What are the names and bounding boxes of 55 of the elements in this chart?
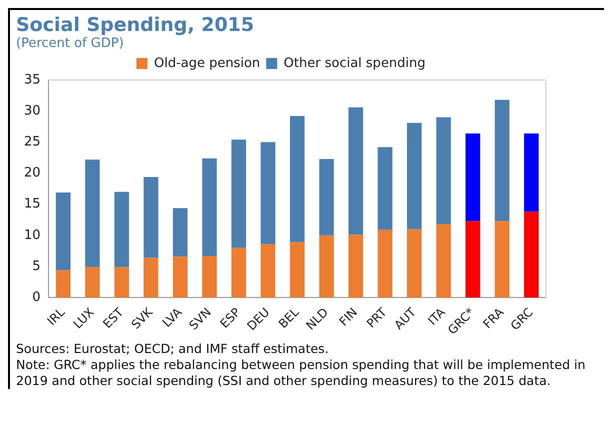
x-tick-label: FRA	[480, 304, 507, 332]
bar	[407, 122, 422, 230]
legend-label: Old-age pension	[154, 56, 260, 71]
bar	[231, 248, 246, 298]
bar	[290, 116, 305, 242]
bar	[114, 192, 130, 268]
y-tick-label: 10	[24, 228, 41, 243]
bar	[348, 107, 364, 235]
bar	[231, 140, 246, 248]
bar	[202, 158, 217, 256]
y-tick-label: 30	[24, 103, 41, 118]
bar	[348, 234, 364, 298]
bar	[85, 160, 100, 268]
bar	[466, 133, 480, 222]
y-tick-label: 20	[24, 166, 41, 181]
bar	[436, 117, 451, 224]
text: Note: GRC* applies the rebalancing between pension spending that will be implemented in 2019 and other social spending (SSI and other spending measures) to the 2015 data.	[16, 357, 586, 389]
x-tick-label: ITA	[425, 304, 448, 328]
bar	[202, 256, 217, 298]
bar	[494, 100, 510, 222]
bar	[436, 224, 451, 298]
bar	[172, 208, 188, 257]
bar	[466, 221, 480, 298]
bar	[494, 221, 510, 298]
y-tick-label: 0	[32, 290, 41, 305]
chart-title: Social Spending, 2015	[16, 14, 256, 36]
bar	[172, 256, 188, 298]
bar	[524, 212, 539, 298]
x-tick-label: LVA	[160, 304, 186, 330]
bar	[290, 242, 305, 298]
bar	[524, 133, 539, 212]
source-note: Sources: Eurostat; OECD; and IMF staff estimates.	[16, 341, 330, 357]
bar	[85, 267, 100, 298]
chart-subtitle: (Percent of GDP)	[16, 36, 125, 51]
legend-label: Other social spending	[284, 56, 426, 71]
bar	[260, 142, 276, 244]
bar	[407, 229, 422, 298]
bar	[319, 158, 334, 236]
bar	[378, 147, 392, 230]
bar	[144, 176, 158, 258]
bar	[260, 244, 276, 298]
x-tick-label: BEL	[276, 304, 302, 331]
x-tick-label: FIN	[336, 305, 360, 329]
bar	[144, 258, 158, 298]
x-tick-label: IRL	[44, 304, 68, 328]
bar	[56, 192, 70, 270]
bar	[56, 270, 70, 298]
y-tick-label: 15	[24, 196, 41, 212]
x-tick-label: ESP	[217, 305, 244, 331]
bar	[319, 235, 334, 298]
y-tick-label: 35	[24, 72, 41, 88]
bar	[378, 230, 392, 298]
bar	[114, 267, 130, 298]
y-tick-label: 25	[24, 134, 41, 150]
y-tick-label: 5	[32, 258, 41, 274]
